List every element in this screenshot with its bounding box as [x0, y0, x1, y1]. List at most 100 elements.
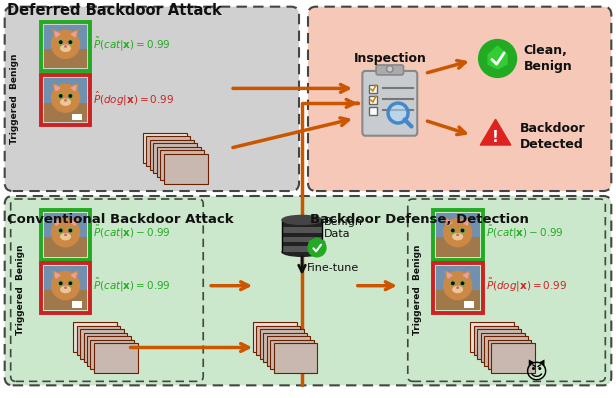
Polygon shape	[462, 271, 470, 280]
Circle shape	[69, 229, 71, 232]
FancyBboxPatch shape	[256, 326, 300, 355]
Circle shape	[460, 228, 465, 233]
Text: Inspection: Inspection	[354, 52, 426, 65]
Circle shape	[450, 281, 455, 286]
Circle shape	[461, 282, 464, 285]
FancyBboxPatch shape	[73, 322, 117, 352]
Ellipse shape	[453, 287, 463, 293]
Circle shape	[68, 281, 73, 286]
Polygon shape	[65, 99, 67, 101]
Circle shape	[60, 95, 62, 97]
Circle shape	[69, 95, 71, 97]
FancyBboxPatch shape	[263, 333, 307, 363]
Circle shape	[52, 30, 79, 59]
Text: $\tilde{P}(cat|\mathbf{x}) - 0.99$: $\tilde{P}(cat|\mathbf{x}) - 0.99$	[485, 224, 564, 242]
Polygon shape	[462, 218, 470, 227]
FancyBboxPatch shape	[436, 237, 480, 257]
FancyBboxPatch shape	[143, 133, 187, 163]
Circle shape	[388, 103, 408, 123]
Circle shape	[60, 282, 62, 285]
Circle shape	[52, 219, 79, 247]
FancyBboxPatch shape	[282, 220, 322, 252]
Circle shape	[452, 229, 454, 232]
Text: Fine-tune: Fine-tune	[307, 263, 359, 273]
Polygon shape	[456, 287, 459, 288]
Polygon shape	[445, 271, 453, 280]
Text: Triggered  Benign: Triggered Benign	[10, 54, 19, 144]
Ellipse shape	[282, 247, 322, 256]
FancyBboxPatch shape	[491, 343, 535, 373]
Text: $\tilde{P}(cat|\mathbf{x}) - 0.99$: $\tilde{P}(cat|\mathbf{x}) - 0.99$	[94, 224, 171, 242]
FancyBboxPatch shape	[464, 301, 474, 308]
FancyBboxPatch shape	[44, 25, 87, 68]
Polygon shape	[55, 220, 60, 225]
Text: $\tilde{P}(dog|\mathbf{x}) = 0.99$: $\tilde{P}(dog|\mathbf{x}) = 0.99$	[485, 277, 567, 294]
FancyBboxPatch shape	[474, 326, 517, 355]
FancyBboxPatch shape	[91, 339, 134, 369]
FancyBboxPatch shape	[282, 246, 322, 252]
FancyBboxPatch shape	[484, 336, 528, 366]
Polygon shape	[53, 30, 61, 39]
Circle shape	[461, 229, 464, 232]
Circle shape	[452, 282, 454, 285]
Polygon shape	[53, 218, 61, 227]
Text: 😈: 😈	[524, 362, 547, 383]
Ellipse shape	[282, 215, 322, 224]
Polygon shape	[71, 273, 76, 278]
FancyBboxPatch shape	[160, 150, 205, 180]
Circle shape	[59, 40, 63, 45]
Text: Backdoor Defense, Detection: Backdoor Defense, Detection	[310, 213, 529, 226]
FancyBboxPatch shape	[282, 236, 322, 242]
Text: Backdoor
Detected: Backdoor Detected	[519, 122, 585, 151]
Polygon shape	[55, 273, 60, 278]
Circle shape	[68, 228, 73, 233]
Polygon shape	[55, 31, 60, 37]
Polygon shape	[463, 220, 468, 225]
Polygon shape	[71, 86, 76, 91]
Text: Conventional Backdoor Attack: Conventional Backdoor Attack	[7, 213, 233, 226]
FancyBboxPatch shape	[153, 143, 197, 173]
Polygon shape	[65, 45, 67, 47]
Circle shape	[68, 40, 73, 45]
Polygon shape	[65, 234, 67, 235]
Polygon shape	[55, 86, 60, 91]
FancyBboxPatch shape	[436, 290, 480, 310]
FancyBboxPatch shape	[84, 333, 128, 363]
Text: Triggered  Benign: Triggered Benign	[16, 245, 25, 336]
FancyBboxPatch shape	[164, 154, 208, 183]
Polygon shape	[70, 30, 78, 39]
FancyBboxPatch shape	[44, 78, 87, 122]
FancyBboxPatch shape	[44, 290, 87, 310]
FancyBboxPatch shape	[488, 339, 532, 369]
Ellipse shape	[61, 99, 70, 105]
Ellipse shape	[453, 234, 463, 240]
FancyBboxPatch shape	[369, 107, 377, 115]
Polygon shape	[71, 31, 76, 37]
Circle shape	[60, 41, 62, 43]
Circle shape	[59, 94, 63, 98]
Ellipse shape	[61, 287, 70, 293]
FancyBboxPatch shape	[44, 213, 87, 257]
Text: $\hat{P}(dog|\mathbf{x}) = 0.99$: $\hat{P}(dog|\mathbf{x}) = 0.99$	[94, 89, 175, 107]
FancyBboxPatch shape	[157, 147, 201, 177]
Circle shape	[52, 84, 79, 112]
Circle shape	[387, 66, 392, 72]
FancyBboxPatch shape	[44, 266, 87, 310]
FancyBboxPatch shape	[477, 329, 521, 359]
Polygon shape	[309, 238, 325, 254]
FancyBboxPatch shape	[270, 339, 314, 369]
Polygon shape	[70, 84, 78, 92]
Polygon shape	[447, 273, 452, 278]
Polygon shape	[480, 119, 511, 145]
Text: Triggered  Benign: Triggered Benign	[413, 245, 422, 336]
Circle shape	[386, 65, 394, 73]
FancyBboxPatch shape	[369, 96, 377, 104]
FancyBboxPatch shape	[72, 114, 82, 120]
Circle shape	[308, 239, 326, 257]
FancyBboxPatch shape	[44, 237, 87, 257]
Circle shape	[52, 271, 79, 300]
Polygon shape	[71, 220, 76, 225]
Text: $\tilde{P}(cat|\mathbf{x}) = 0.99$: $\tilde{P}(cat|\mathbf{x}) = 0.99$	[94, 277, 171, 294]
Polygon shape	[65, 287, 67, 288]
Polygon shape	[70, 271, 78, 280]
